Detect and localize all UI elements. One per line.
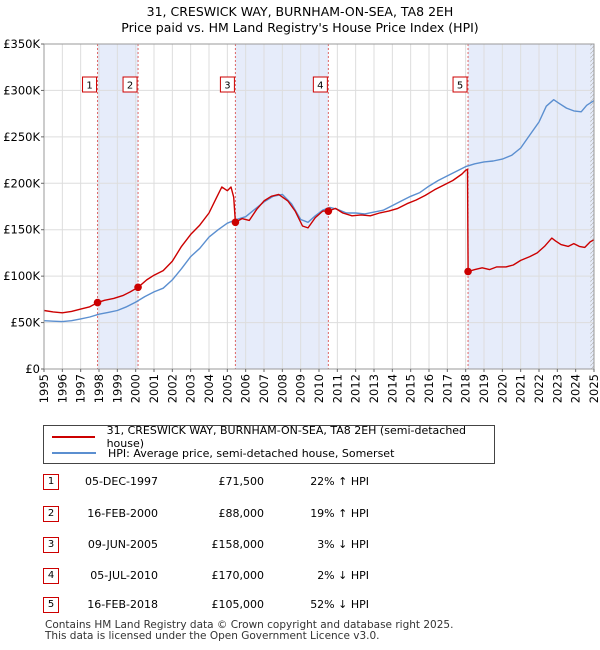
hatched-region xyxy=(590,44,594,369)
sale-date: 05-DEC-1997 xyxy=(84,475,158,488)
sale-point xyxy=(231,218,240,227)
x-tick-label: 2007 xyxy=(257,374,271,403)
sale-price: £170,000 xyxy=(211,569,265,582)
sale-hpi-change: 52% ↓ HPI xyxy=(310,598,369,611)
x-tick-label: 2025 xyxy=(587,374,600,403)
x-tick-label: 2002 xyxy=(165,374,179,403)
sale-point xyxy=(324,207,333,215)
sale-marker-label: 4 xyxy=(317,81,323,92)
sale-number-badge: 2 xyxy=(43,506,59,522)
sale-marker-box xyxy=(122,76,138,93)
sale-point xyxy=(134,283,142,292)
x-tick-label: 2005 xyxy=(220,374,234,403)
sale-marker-label: 3 xyxy=(224,81,230,92)
sale-price: £88,000 xyxy=(218,507,265,520)
sale-marker-box xyxy=(312,76,328,93)
x-tick-label: 2019 xyxy=(477,374,491,403)
x-tick-label: 1995 xyxy=(37,374,51,403)
x-tick-label: 2014 xyxy=(385,374,399,403)
x-tick-label: 2016 xyxy=(422,374,436,403)
x-tick-label: 1999 xyxy=(110,374,124,403)
x-tick-label: 1998 xyxy=(92,374,106,403)
x-tick-label: 1997 xyxy=(74,374,88,403)
legend-property-label: 31, CRESWICK WAY, BURNHAM-ON-SEA, TA8 2E… xyxy=(106,424,467,450)
x-tick-label: 2011 xyxy=(330,374,344,403)
sale-point xyxy=(93,298,102,307)
x-tick-label: 2017 xyxy=(440,374,454,403)
sale-marker-label: 1 xyxy=(86,81,92,92)
shaded-range xyxy=(468,44,594,369)
legend-hpi-swatch xyxy=(52,452,96,454)
x-tick-label: 2022 xyxy=(532,374,546,403)
y-tick-label: £200K xyxy=(3,176,40,190)
sale-hpi-change: 3% ↓ HPI xyxy=(317,538,369,551)
sale-row: 4 05-JUL-2010 £170,000 2% ↓ HPI xyxy=(0,568,600,586)
footer-licence: This data is licensed under the Open Gov… xyxy=(45,630,380,642)
sale-hpi-change: 19% ↑ HPI xyxy=(310,507,369,520)
y-tick-label: £300K xyxy=(3,83,40,97)
sale-point xyxy=(464,267,472,276)
x-tick-label: 1996 xyxy=(55,374,69,403)
x-tick-label: 2008 xyxy=(275,374,289,403)
sale-date: 05-JUL-2010 xyxy=(90,569,158,582)
price-chart: 1 2 3 4 5 £0 £50K £100K £150K £200K £250K £300K £35… xyxy=(3,37,600,403)
footer: Contains HM Land Registry data © Crown c… xyxy=(45,620,453,642)
sale-price: £158,000 xyxy=(211,538,265,551)
sale-row: 5 16-FEB-2018 £105,000 52% ↓ HPI xyxy=(0,597,600,615)
x-tick-label: 2003 xyxy=(184,374,198,403)
sale-marker-box xyxy=(82,76,98,93)
x-tick-label: 2006 xyxy=(239,374,253,403)
x-tick-label: 2020 xyxy=(495,374,509,403)
x-tick-label: 2001 xyxy=(147,374,161,403)
y-tick-label: £50K xyxy=(11,316,41,330)
legend-property-swatch xyxy=(52,436,95,438)
sale-price: £71,500 xyxy=(218,475,265,488)
x-tick-label: 2010 xyxy=(312,374,326,403)
sale-number-badge: 1 xyxy=(43,474,59,490)
sale-marker-box xyxy=(219,76,235,93)
legend-hpi-label: HPI: Average price, semi-detached house,… xyxy=(108,446,395,460)
sale-number-badge: 3 xyxy=(43,537,59,553)
y-tick-label: £150K xyxy=(3,223,40,237)
chart-subtitle: Price paid vs. HM Land Registry's House … xyxy=(121,20,479,35)
sale-marker-label: 2 xyxy=(127,81,133,92)
sale-date: 16-FEB-2000 xyxy=(87,507,158,520)
sale-number-badge: 4 xyxy=(43,568,59,584)
x-tick-label: 2009 xyxy=(294,374,308,403)
x-tick-label: 2018 xyxy=(459,374,473,403)
sale-date: 16-FEB-2018 xyxy=(87,598,158,611)
legend-hpi: HPI: Average price, semi-detached house,… xyxy=(52,446,394,460)
sale-price: £105,000 xyxy=(211,598,265,611)
x-tick-label: 2021 xyxy=(514,374,528,403)
legend-property: 31, CRESWICK WAY, BURNHAM-ON-SEA, TA8 2E… xyxy=(52,424,494,450)
sale-row: 1 05-DEC-1997 £71,500 22% ↑ HPI xyxy=(0,474,600,492)
y-tick-label: £0 xyxy=(25,362,40,376)
footer-copyright: Contains HM Land Registry data © Crown c… xyxy=(45,619,454,631)
sale-marker-box xyxy=(452,76,468,93)
sale-date: 09-JUN-2005 xyxy=(87,538,158,551)
y-tick-label: £250K xyxy=(3,130,40,144)
sale-row: 2 16-FEB-2000 £88,000 19% ↑ HPI xyxy=(0,506,600,524)
x-tick-label: 2013 xyxy=(367,374,381,403)
y-tick-label: £350K xyxy=(3,37,40,51)
x-tick-label: 2012 xyxy=(349,374,363,403)
sale-marker-label: 5 xyxy=(457,81,463,92)
sale-hpi-change: 2% ↓ HPI xyxy=(317,569,369,582)
x-tick-label: 2024 xyxy=(569,374,583,403)
x-tick-label: 2000 xyxy=(129,374,143,403)
x-tick-label: 2023 xyxy=(550,374,564,403)
x-tick-label: 2004 xyxy=(202,374,216,403)
sale-row: 3 09-JUN-2005 £158,000 3% ↓ HPI xyxy=(0,537,600,555)
sale-hpi-change: 22% ↑ HPI xyxy=(310,475,369,488)
sale-number-badge: 5 xyxy=(43,597,59,613)
x-tick-label: 2015 xyxy=(404,374,418,403)
y-tick-label: £100K xyxy=(3,269,40,283)
legend: 31, CRESWICK WAY, BURNHAM-ON-SEA, TA8 2E… xyxy=(43,424,495,464)
chart-title: 31, CRESWICK WAY, BURNHAM-ON-SEA, TA8 2E… xyxy=(146,4,454,19)
